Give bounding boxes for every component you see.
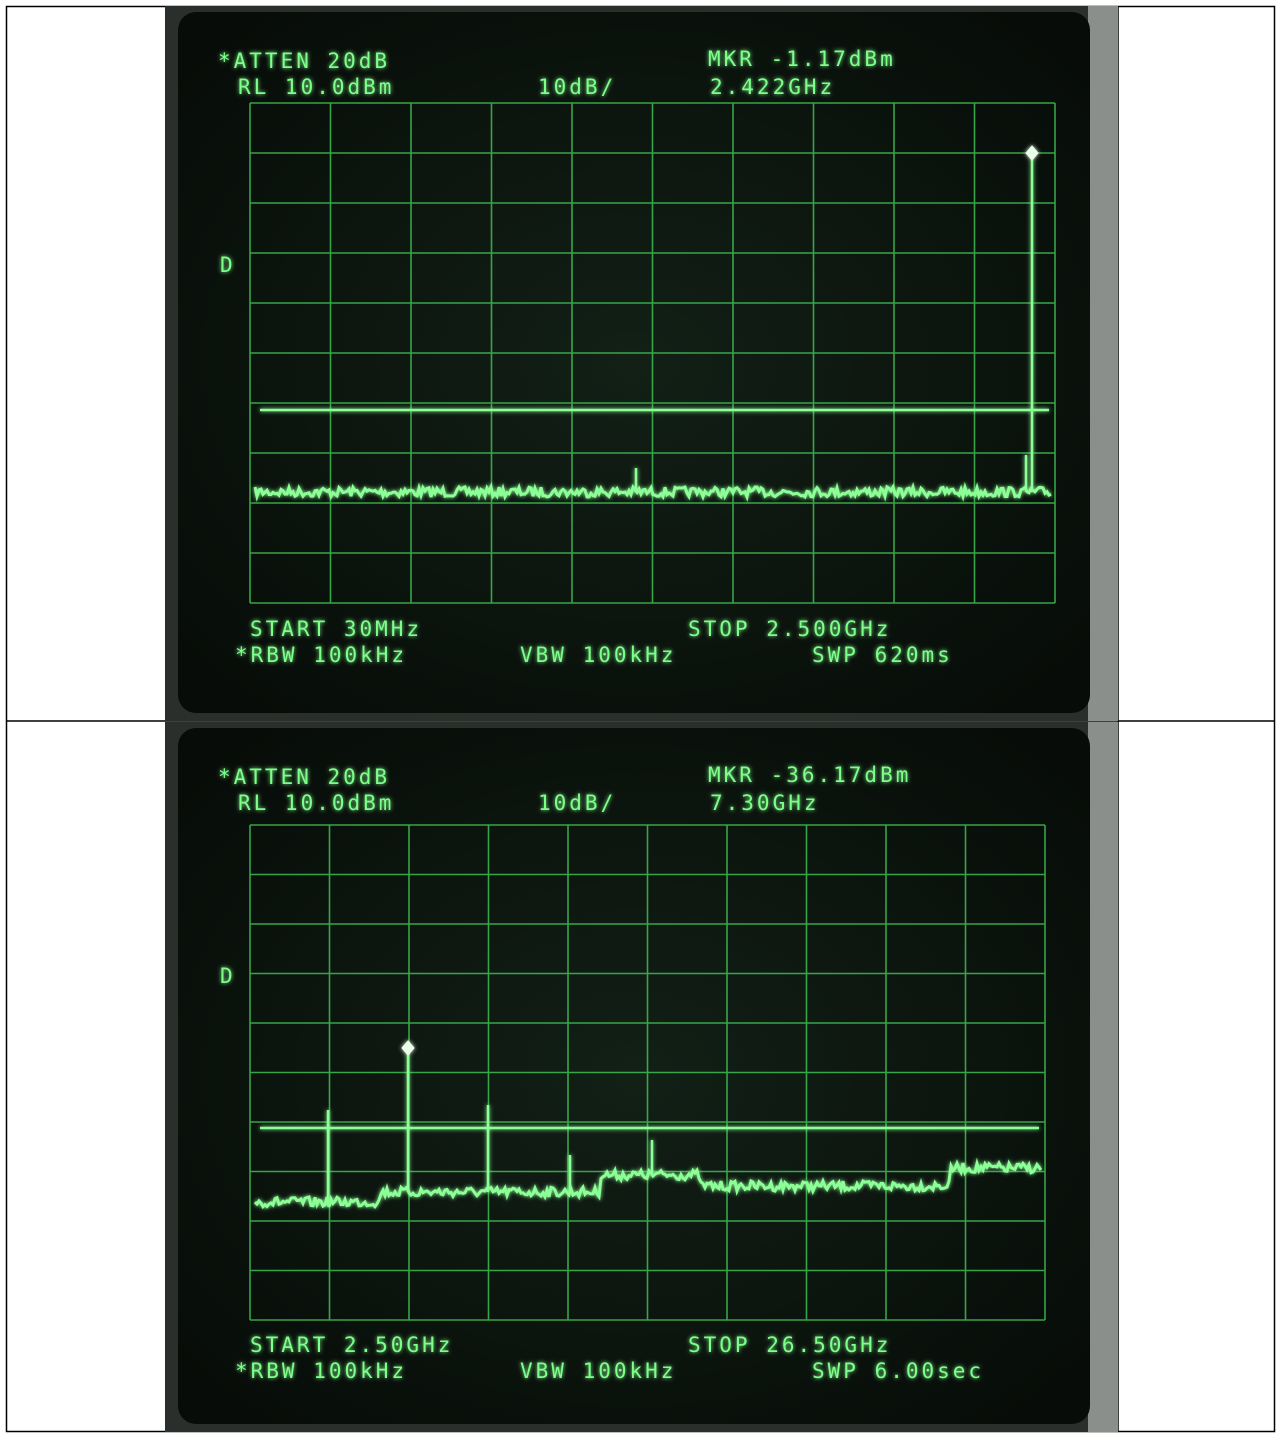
trace — [253, 145, 1052, 503]
scale: 10dB/ — [538, 791, 616, 815]
rl: RL 10.0dBm — [238, 75, 394, 99]
start: START 30MHz — [250, 617, 422, 641]
atten: *ATTEN 20dB — [218, 49, 390, 73]
marker: MKR -1.17dBm — [708, 47, 896, 71]
mode: D — [220, 964, 236, 988]
screen — [178, 728, 1090, 1424]
instrument-side — [1088, 6, 1118, 721]
mode: D — [220, 253, 236, 277]
noise-trace — [253, 481, 1052, 503]
instrument-side — [1088, 722, 1118, 1432]
swp: SWP 620ms — [812, 643, 953, 667]
rl: RL 10.0dBm — [238, 791, 394, 815]
marker-freq: 7.30GHz — [710, 791, 820, 815]
scale: 10dB/ — [538, 75, 616, 99]
marker-freq: 2.422GHz — [710, 75, 835, 99]
rbw: *RBW 100kHz — [235, 643, 407, 667]
vbw: VBW 100kHz — [520, 1359, 676, 1383]
stop: STOP 2.500GHz — [688, 617, 891, 641]
rbw: *RBW 100kHz — [235, 1359, 407, 1383]
screen — [178, 12, 1090, 713]
vbw: VBW 100kHz — [520, 643, 676, 667]
graticule — [249, 102, 1056, 604]
stop: STOP 26.50GHz — [688, 1333, 891, 1357]
marker-diamond — [1025, 145, 1039, 161]
noise-trace — [253, 1157, 1043, 1210]
start: START 2.50GHz — [250, 1333, 453, 1357]
atten: *ATTEN 20dB — [218, 765, 390, 789]
swp: SWP 6.00sec — [812, 1359, 984, 1383]
marker: MKR -36.17dBm — [708, 763, 911, 787]
marker-diamond — [401, 1040, 415, 1056]
trace — [253, 1040, 1043, 1210]
